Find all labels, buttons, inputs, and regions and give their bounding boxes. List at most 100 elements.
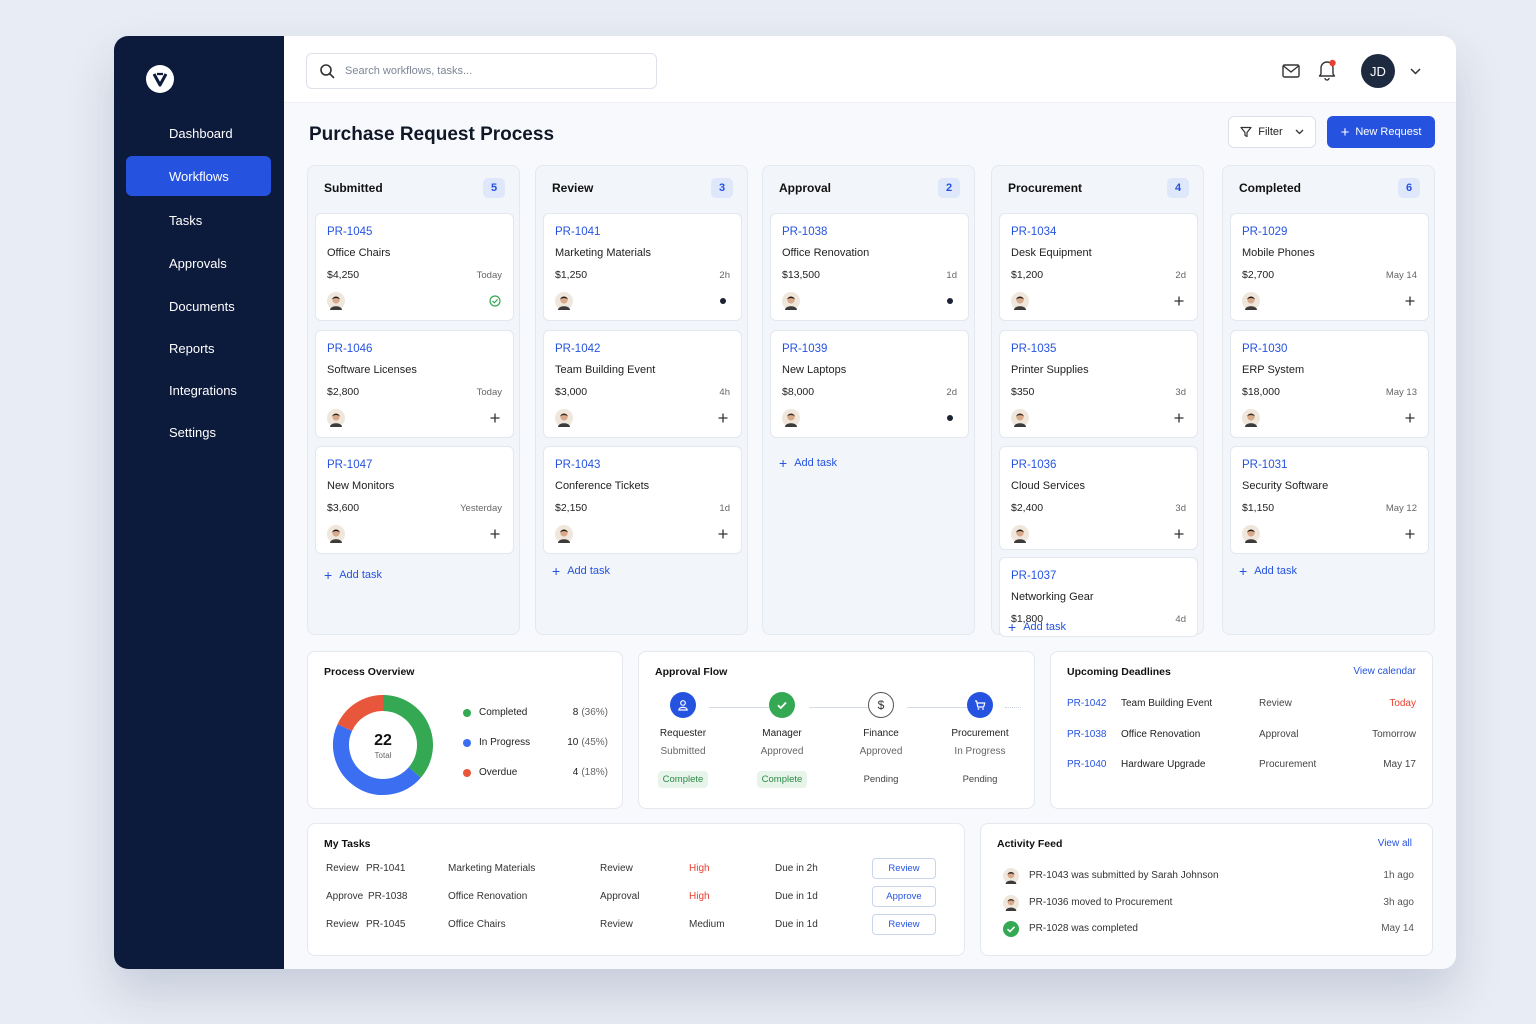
plus-icon[interactable]: [716, 411, 730, 425]
add-task-button[interactable]: + Add task: [779, 456, 837, 470]
add-task-label: Add task: [567, 565, 610, 577]
task-card[interactable]: PR-1031 Security Software $1,150 May 12: [1230, 446, 1429, 554]
task-card[interactable]: PR-1034 Desk Equipment $1,200 2d: [999, 213, 1198, 321]
sidebar-item-settings[interactable]: Settings: [126, 412, 271, 452]
task-card[interactable]: PR-1037 Networking Gear $1,800 4d: [999, 557, 1198, 637]
avatar: [1003, 868, 1019, 887]
card-id[interactable]: PR-1042: [555, 343, 601, 355]
plus-icon[interactable]: [1172, 527, 1186, 541]
card-id[interactable]: PR-1047: [327, 459, 373, 471]
task-card[interactable]: PR-1029 Mobile Phones $2,700 May 14: [1230, 213, 1429, 321]
task-card[interactable]: PR-1039 New Laptops $8,000 2d: [770, 330, 969, 438]
card-id[interactable]: PR-1046: [327, 343, 373, 355]
card-time: Yesterday: [460, 503, 502, 514]
plus-icon[interactable]: [1403, 411, 1417, 425]
task-card[interactable]: PR-1035 Printer Supplies $350 3d: [999, 330, 1198, 438]
deadline-id[interactable]: PR-1042: [1067, 698, 1107, 709]
avatar: [555, 409, 573, 427]
plus-icon[interactable]: [716, 527, 730, 541]
card-id[interactable]: PR-1039: [782, 343, 828, 355]
card-id[interactable]: PR-1037: [1011, 570, 1057, 582]
card-id[interactable]: PR-1029: [1242, 226, 1288, 238]
review-button[interactable]: Review: [872, 858, 936, 879]
legend-percent: (36%): [581, 707, 608, 718]
deadline-row[interactable]: PR-1040 Hardware Upgrade Procurement May 17: [1067, 759, 1416, 775]
deadline-row[interactable]: PR-1042 Team Building Event Review Today: [1067, 698, 1416, 714]
task-card[interactable]: PR-1030 ERP System $18,000 May 13: [1230, 330, 1429, 438]
add-task-button[interactable]: + Add task: [552, 564, 610, 578]
task-action: Approve: [326, 891, 364, 902]
status-dot-icon[interactable]: [943, 294, 957, 308]
card-title: Mobile Phones: [1242, 247, 1315, 259]
card-id[interactable]: PR-1045: [327, 226, 373, 238]
deadline-when: May 17: [1383, 759, 1416, 770]
card-id[interactable]: PR-1034: [1011, 226, 1057, 238]
plus-icon[interactable]: [1172, 294, 1186, 308]
deadline-row[interactable]: PR-1038 Office Renovation Approval Tomorrow: [1067, 729, 1416, 745]
plus-icon[interactable]: [1172, 411, 1186, 425]
card-title: Office Renovation: [782, 247, 870, 259]
add-task-button[interactable]: + Add task: [1239, 564, 1297, 578]
task-card[interactable]: PR-1043 Conference Tickets $2,150 1d: [543, 446, 742, 554]
chevron-down-icon[interactable]: [1408, 64, 1422, 78]
flow-connector: [709, 707, 777, 708]
plus-icon[interactable]: [488, 411, 502, 425]
sidebar-item-approvals[interactable]: Approvals: [126, 243, 271, 283]
card-id[interactable]: PR-1038: [782, 226, 828, 238]
donut-total: 22: [374, 732, 392, 749]
card-id[interactable]: PR-1036: [1011, 459, 1057, 471]
sidebar-item-label: Settings: [169, 424, 216, 440]
task-due: Due in 1d: [775, 919, 818, 930]
bell-icon[interactable]: [1316, 58, 1338, 82]
sidebar-item-integrations[interactable]: Integrations: [126, 370, 271, 410]
task-card[interactable]: PR-1038 Office Renovation $13,500 1d: [770, 213, 969, 321]
card-amount: $13,500: [782, 269, 820, 281]
user-avatar[interactable]: JD: [1361, 54, 1395, 88]
status-dot-icon[interactable]: [943, 411, 957, 425]
new-request-button[interactable]: + New Request: [1327, 116, 1435, 148]
add-task-button[interactable]: + Add task: [1008, 620, 1066, 634]
task-card[interactable]: PR-1046 Software Licenses $2,800 Today: [315, 330, 514, 438]
task-card[interactable]: PR-1042 Team Building Event $3,000 4h: [543, 330, 742, 438]
view-all-link[interactable]: View all: [1377, 838, 1412, 849]
plus-icon[interactable]: [488, 527, 502, 541]
sidebar-item-tasks[interactable]: Tasks: [126, 200, 271, 240]
avatar: [555, 525, 573, 543]
review-button[interactable]: Review: [872, 914, 936, 935]
add-task-label: Add task: [1254, 565, 1297, 577]
add-task-button[interactable]: + Add task: [324, 568, 382, 582]
task-card[interactable]: PR-1041 Marketing Materials $1,250 2h: [543, 213, 742, 321]
approve-button[interactable]: Approve: [872, 886, 936, 907]
card-id[interactable]: PR-1035: [1011, 343, 1057, 355]
task-card[interactable]: PR-1045 Office Chairs $4,250 Today: [315, 213, 514, 321]
approval-flow-panel: Approval Flow Requester Submitted Complete…: [638, 651, 1035, 809]
card-title: Security Software: [1242, 480, 1329, 492]
deadline-id[interactable]: PR-1038: [1067, 729, 1107, 740]
donut-chart: [333, 695, 433, 795]
view-calendar-link[interactable]: View calendar: [1353, 666, 1416, 677]
deadline-id[interactable]: PR-1040: [1067, 759, 1107, 770]
logo-icon[interactable]: [146, 65, 174, 93]
card-id[interactable]: PR-1030: [1242, 343, 1288, 355]
mail-icon[interactable]: [1280, 60, 1302, 82]
task-card[interactable]: PR-1036 Cloud Services $2,400 3d: [999, 446, 1198, 550]
column-count-badge: 2: [938, 178, 960, 198]
card-id[interactable]: PR-1043: [555, 459, 601, 471]
sidebar-item-reports[interactable]: Reports: [126, 328, 271, 368]
plus-icon[interactable]: [1403, 527, 1417, 541]
legend-item: Overdue 4 (18%): [463, 767, 608, 778]
sidebar-item-workflows[interactable]: Workflows: [126, 156, 271, 196]
check-circle-icon[interactable]: [488, 294, 502, 308]
task-card[interactable]: PR-1047 New Monitors $3,600 Yesterday: [315, 446, 514, 554]
sidebar-item-documents[interactable]: Documents: [126, 286, 271, 326]
plus-icon: +: [552, 563, 561, 579]
card-id[interactable]: PR-1041: [555, 226, 601, 238]
filter-button[interactable]: Filter: [1228, 116, 1316, 148]
plus-icon[interactable]: [1403, 294, 1417, 308]
search-box[interactable]: [306, 53, 657, 89]
status-dot-icon[interactable]: [716, 294, 730, 308]
column-procurement: Procurement 4 PR-1034 Desk Equipment $1,200 2…: [991, 165, 1204, 637]
card-id[interactable]: PR-1031: [1242, 459, 1288, 471]
search-input[interactable]: [345, 65, 625, 77]
sidebar-item-dashboard[interactable]: Dashboard: [126, 113, 271, 153]
